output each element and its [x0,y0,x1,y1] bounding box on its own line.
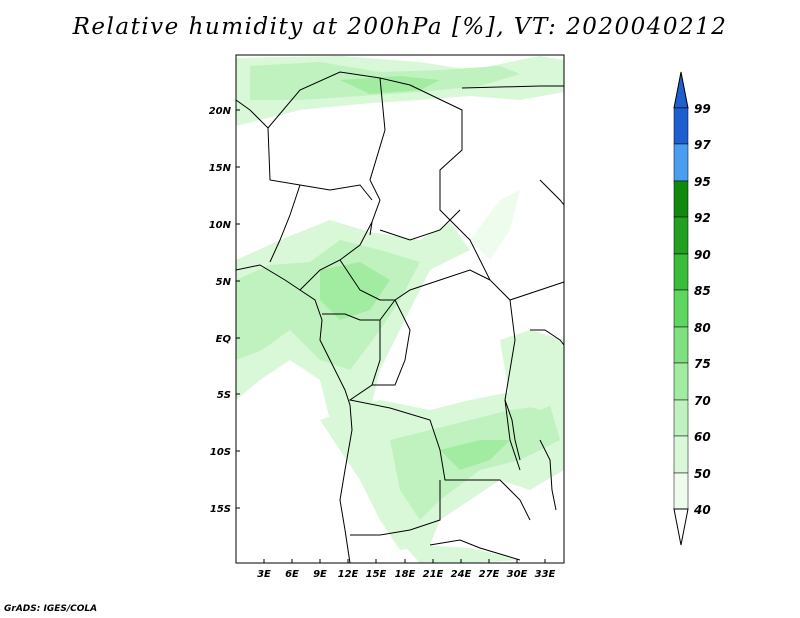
humidity-band-north-core2 [340,76,440,94]
lon-label-27e: 27E [479,569,500,580]
chart-title: Relative humidity at 200hPa [%], VT: 202… [72,14,728,40]
coastline-north-gulf [235,99,269,129]
colorbar-segment-80 [673,326,689,364]
lon-label-33e: 33E [535,569,556,580]
grads-credit: GrADS: IGES/COLA [4,604,98,614]
border-i [348,320,531,521]
border-f [339,259,491,301]
colorbar-segment-75 [673,362,689,401]
lat-label-5n: 5N [216,277,232,288]
colorbar-label-75: 75 [694,357,711,371]
border-o [539,179,565,206]
border-m [350,480,441,536]
humidity-west-core2 [320,262,390,320]
lon-label-6e: 6E [285,569,299,580]
colorbar-label-80: 80 [694,321,711,335]
colorbar: 99 97 95 92 90 85 80 75 70 60 50 40 [673,71,711,546]
lon-label-3e: 3E [257,569,271,580]
border-d [269,184,301,263]
colorbar-label-99: 99 [694,102,711,116]
humidity-east-lakes [500,330,564,410]
colorbar-segment-50 [673,472,689,510]
humidity-shading [236,56,564,563]
colorbar-segment-90 [673,253,689,291]
colorbar-label-97: 97 [694,138,711,152]
border-l [530,329,565,346]
longitude-labels: 3E 6E 9E 12E 15E 18E 21E 24E 27E 30E 33E [257,569,555,580]
country-borders [235,71,565,564]
lat-label-5s: 5S [217,390,231,401]
coastline-west [235,264,353,564]
colorbar-segment-95 [673,180,689,218]
longitude-ticks [263,559,546,563]
colorbar-label-92: 92 [694,211,711,225]
lake-outline [504,399,521,461]
lon-label-30e: 30E [507,569,528,580]
colorbar-label-90: 90 [694,248,711,262]
lon-label-24e: 24E [451,569,472,580]
border-h [322,299,396,321]
lon-label-9e: 9E [313,569,327,580]
latitude-ticks [236,109,240,509]
lon-label-18e: 18E [395,569,416,580]
border-n [429,539,521,561]
border-b [369,77,386,236]
colorbar-segment-92 [673,216,689,255]
colorbar-label-95: 95 [694,175,711,189]
colorbar-segment-85 [673,289,689,328]
humidity-southwest-tail [380,520,520,563]
humidity-south-core2 [440,440,510,470]
lake-outline-2 [539,439,557,511]
map-frame [235,54,565,564]
colorbar-segment-60 [673,435,689,474]
colorbar-label-70: 70 [694,394,711,408]
colorbar-label-85: 85 [694,284,711,298]
lon-label-15e: 15E [366,569,387,580]
border-k [504,299,521,471]
lon-label-21e: 21E [423,569,444,580]
border-p [461,85,564,89]
lat-label-eq: EQ [216,334,232,345]
colorbar-top-arrow [673,71,689,109]
colorbar-bottom-arrow [673,508,689,546]
lat-label-10n: 10N [209,220,232,231]
colorbar-label-60: 60 [694,430,711,444]
colorbar-segment-70 [673,399,689,437]
border-j [372,299,411,386]
latitude-labels: 20N 15N 10N 5N EQ 5S 10S 15S [209,106,232,515]
lon-label-12e: 12E [338,569,359,580]
colorbar-label-40: 40 [693,503,711,517]
border-g [379,209,461,241]
colorbar-segment-99 [673,107,689,145]
colorbar-label-50: 50 [694,467,711,481]
lat-label-10s: 10S [210,447,231,458]
lat-label-15n: 15N [209,163,232,174]
border-c [267,127,373,201]
colorbar-segment-97 [673,143,689,182]
humidity-east-streaks [470,190,520,260]
lat-label-15s: 15S [210,504,231,515]
lat-label-20n: 20N [209,106,232,117]
